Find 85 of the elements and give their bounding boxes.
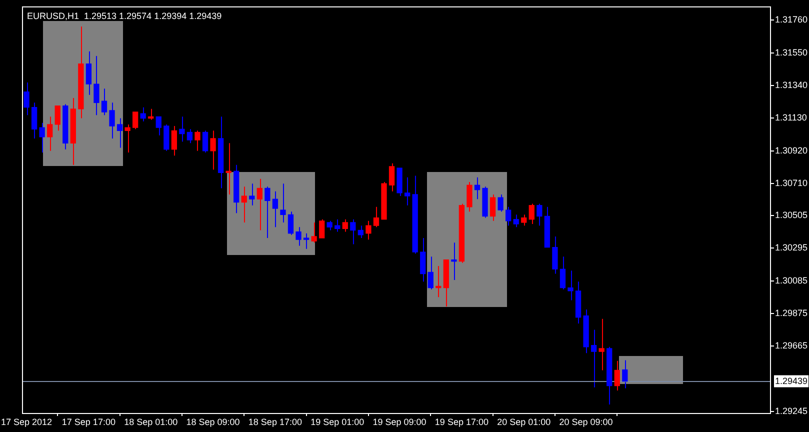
candlestick bbox=[156, 116, 162, 136]
candlestick bbox=[194, 130, 200, 152]
x-tick-label: 17 Sep 2012 bbox=[1, 416, 52, 427]
candlestick bbox=[590, 329, 597, 388]
candlestick bbox=[513, 214, 519, 228]
candlestick bbox=[124, 124, 130, 153]
candlestick bbox=[109, 102, 115, 139]
candlestick bbox=[474, 176, 480, 200]
candlestick bbox=[140, 106, 146, 122]
candlestick bbox=[568, 270, 574, 301]
candlestick bbox=[334, 218, 340, 232]
candlestick bbox=[350, 218, 356, 245]
candlestick bbox=[280, 183, 286, 223]
candlestick bbox=[466, 182, 472, 212]
candlestick bbox=[24, 82, 30, 116]
y-tick-label: 1.31550 bbox=[775, 47, 808, 58]
candlestick bbox=[428, 256, 434, 290]
x-tick-label: 18 Sep 17:00 bbox=[248, 416, 302, 427]
y-tick-label: 1.31760 bbox=[775, 14, 808, 25]
candlestick bbox=[226, 142, 232, 195]
candlestick bbox=[451, 242, 457, 281]
x-tick-label: 19 Sep 09:00 bbox=[372, 416, 426, 427]
candlestick bbox=[506, 206, 512, 226]
candlestick bbox=[490, 194, 496, 222]
candlestick bbox=[210, 130, 216, 170]
candlestick bbox=[528, 203, 534, 225]
candlestick bbox=[366, 220, 372, 240]
candlestick bbox=[498, 194, 504, 212]
ref-line-label: 1.29439 bbox=[775, 376, 808, 386]
candlestick bbox=[288, 211, 294, 236]
candlestick bbox=[598, 318, 604, 371]
candlestick bbox=[373, 206, 380, 228]
candlestick bbox=[241, 186, 247, 223]
candlestick bbox=[171, 126, 178, 156]
candlestick bbox=[39, 122, 45, 153]
candlestick bbox=[521, 214, 527, 226]
y-tick-label: 1.30295 bbox=[775, 242, 808, 253]
candlestick bbox=[342, 218, 348, 232]
candlestick bbox=[101, 88, 108, 116]
y-tick-label: 1.30085 bbox=[775, 275, 808, 286]
candlestick bbox=[256, 178, 262, 231]
candlestick bbox=[614, 360, 620, 391]
candlestick bbox=[31, 102, 38, 139]
y-tick-label: 1.31130 bbox=[775, 112, 807, 123]
y-tick-label: 1.29875 bbox=[775, 308, 808, 318]
candlestick bbox=[552, 236, 558, 274]
y-tick-label: 1.31340 bbox=[775, 80, 808, 90]
candlestick bbox=[202, 130, 208, 153]
candlestick bbox=[94, 56, 100, 116]
candlestick bbox=[249, 183, 255, 206]
candlestick bbox=[86, 50, 92, 96]
candlestick bbox=[179, 116, 185, 142]
candlestick bbox=[264, 186, 270, 239]
text: EURUSD,H1 1.29513 1.29574 1.29394 1.29439 bbox=[26, 10, 222, 21]
y-tick-label: 1.30920 bbox=[775, 145, 808, 156]
candlestick bbox=[358, 225, 364, 239]
candlestick bbox=[116, 118, 123, 148]
candlestick bbox=[404, 176, 410, 206]
candlestick bbox=[164, 124, 170, 152]
y-tick-label: 1.30710 bbox=[775, 178, 808, 188]
y-tick-label: 1.29665 bbox=[775, 340, 808, 351]
candlestick bbox=[420, 238, 426, 282]
candlestick bbox=[388, 162, 395, 192]
candlestick bbox=[272, 190, 278, 228]
candlestick bbox=[622, 360, 628, 389]
candlestick bbox=[54, 105, 60, 132]
candlestick bbox=[560, 256, 566, 290]
candlestick bbox=[132, 112, 138, 130]
x-tick-label: 19 Sep 17:00 bbox=[434, 416, 488, 427]
candlestick bbox=[186, 128, 193, 144]
x-tick-label: 20 Sep 01:00 bbox=[497, 416, 551, 427]
y-tick-label: 1.29245 bbox=[775, 406, 808, 416]
y-tick-label: 1.30505 bbox=[775, 210, 808, 220]
candlestick bbox=[319, 218, 325, 239]
candlestick bbox=[326, 220, 332, 231]
candlestick bbox=[47, 116, 53, 152]
candlestick bbox=[536, 203, 542, 226]
x-tick-label: 18 Sep 01:00 bbox=[124, 416, 178, 427]
x-tick-label: 19 Sep 01:00 bbox=[310, 416, 364, 427]
candlestick bbox=[303, 232, 310, 250]
x-tick-label: 18 Sep 09:00 bbox=[186, 416, 240, 427]
candlestick bbox=[296, 226, 302, 246]
x-tick-label: 20 Sep 09:00 bbox=[559, 416, 613, 427]
candlestick bbox=[311, 222, 317, 244]
x-tick-label: 17 Sep 17:00 bbox=[62, 416, 116, 427]
